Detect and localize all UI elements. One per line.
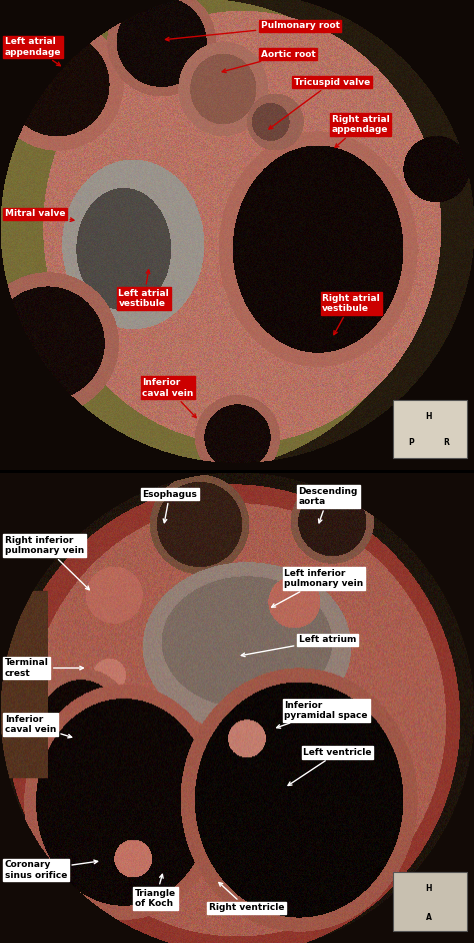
Text: Tricuspid valve: Tricuspid valve — [269, 77, 370, 129]
Text: R: R — [444, 438, 449, 447]
Text: Esophagus: Esophagus — [142, 489, 197, 522]
FancyBboxPatch shape — [393, 872, 467, 932]
Text: Right ventricle: Right ventricle — [209, 883, 284, 912]
Text: Inferior
pyramidal space: Inferior pyramidal space — [277, 701, 368, 728]
Text: Left ventricle: Left ventricle — [288, 748, 372, 786]
Text: Left atrial
appendage: Left atrial appendage — [5, 38, 61, 66]
Text: Left atrium: Left atrium — [241, 636, 356, 656]
Text: Inferior
caval vein: Inferior caval vein — [5, 715, 72, 737]
Text: Inferior
caval vein: Inferior caval vein — [142, 378, 196, 418]
Text: H: H — [426, 885, 432, 893]
Text: Coronary
sinus orifice: Coronary sinus orifice — [5, 860, 98, 880]
Text: A: A — [426, 913, 432, 921]
Text: Right inferior
pulmonary vein: Right inferior pulmonary vein — [5, 536, 89, 589]
Text: H: H — [426, 411, 432, 421]
Text: Right atrial
appendage: Right atrial appendage — [332, 115, 390, 147]
Text: Mitral valve: Mitral valve — [5, 209, 74, 222]
Text: Triangle
of Koch: Triangle of Koch — [135, 874, 176, 908]
Text: Descending
aorta: Descending aorta — [299, 487, 358, 522]
Text: Right atrial
vestibule: Right atrial vestibule — [322, 293, 380, 335]
Text: Pulmonary root: Pulmonary root — [165, 22, 340, 41]
FancyBboxPatch shape — [393, 400, 467, 458]
Text: P: P — [409, 438, 414, 447]
Text: Terminal
crest: Terminal crest — [5, 658, 83, 678]
Text: Left atrial
vestibule: Left atrial vestibule — [118, 270, 169, 308]
Text: Left inferior
pulmonary vein: Left inferior pulmonary vein — [272, 569, 364, 607]
Text: Aortic root: Aortic root — [222, 50, 316, 73]
